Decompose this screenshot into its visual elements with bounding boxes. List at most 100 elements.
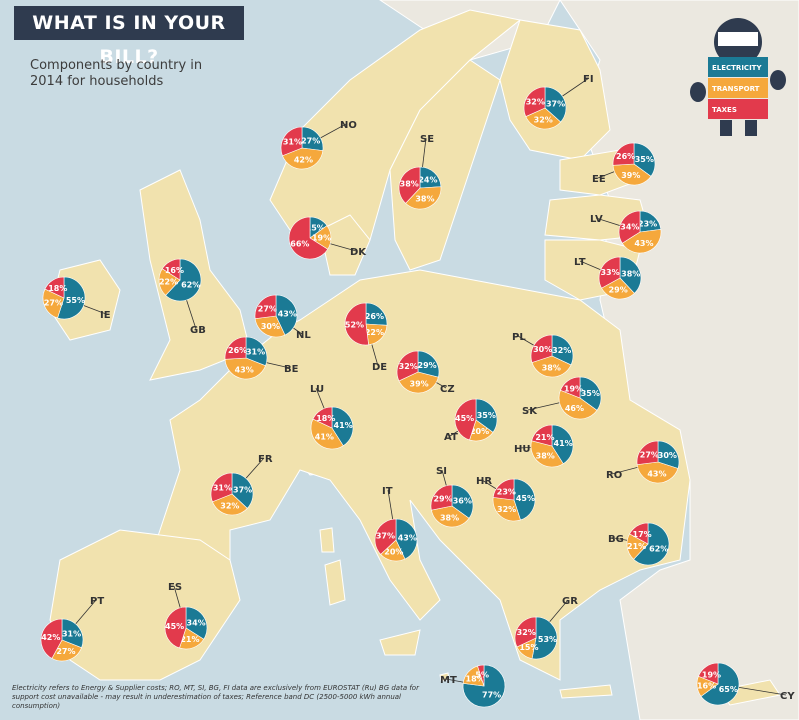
country-code-si: SI — [436, 466, 447, 477]
pie-label-ie-electricity: 55% — [66, 296, 85, 305]
pie-label-se-electricity: 24% — [418, 176, 437, 185]
mascot-leg-left — [720, 120, 732, 136]
pie-label-nl-taxes: 27% — [258, 304, 277, 313]
pie-slice-at-electricity — [475, 398, 498, 433]
pie-label-cz-electricity: 29% — [418, 361, 437, 370]
pie-label-se-transport: 38% — [415, 194, 434, 203]
pie-slice-bg-taxes — [629, 522, 649, 545]
pie-slice-fi-taxes — [523, 86, 546, 117]
legend-swatch-electricity — [708, 57, 768, 77]
pie-label-de-electricity: 26% — [365, 312, 384, 321]
country-code-ie: IE — [100, 310, 111, 321]
pie-label-at-taxes: 45% — [455, 414, 474, 423]
pie-slice-sk-electricity — [579, 376, 602, 411]
pie-slice-hr-transport — [492, 497, 521, 522]
pie-label-fi-electricity: 37% — [546, 99, 565, 108]
pie-slice-be-taxes — [224, 336, 247, 360]
pie-slice-ee-taxes — [612, 142, 635, 166]
pie-slice-gr-electricity — [531, 616, 558, 660]
pie-label-it-taxes: 37% — [376, 531, 395, 540]
legend-label-transport: TRANSPORT — [712, 85, 760, 93]
pie-slice-si-transport — [431, 505, 470, 528]
legend: ELECTRICITY TRANSPORT TAXES — [690, 18, 786, 136]
pie-label-fr-taxes: 31% — [213, 484, 232, 493]
legend-label-electricity: ELECTRICITY — [712, 64, 762, 72]
pie-slice-cz-electricity — [417, 350, 440, 378]
pie-label-fi-taxes: 32% — [526, 98, 545, 107]
pie-label-cy-electricity: 65% — [719, 685, 738, 694]
country-code-gb: GB — [190, 325, 206, 336]
pie-label-fi-transport: 32% — [534, 115, 553, 124]
pie-label-hr-transport: 32% — [497, 505, 516, 514]
country-code-be: BE — [284, 364, 299, 375]
pie-label-lu-transport: 41% — [315, 433, 334, 442]
country-code-ro: RO — [606, 470, 622, 481]
pie-label-hu-taxes: 21% — [535, 433, 554, 442]
pie-slice-lu-taxes — [312, 406, 333, 429]
pie-slice-de-electricity — [365, 302, 388, 326]
pie-slice-no-transport — [282, 147, 324, 170]
country-code-nl: NL — [296, 330, 311, 341]
pie-label-ie-transport: 27% — [44, 299, 63, 308]
pie-label-nl-electricity: 43% — [278, 309, 297, 318]
pie-label-hr-electricity: 45% — [516, 494, 535, 503]
pie-slice-sk-taxes — [560, 376, 581, 399]
pie-label-ro-taxes: 27% — [640, 450, 659, 459]
pie-label-it-transport: 20% — [384, 547, 403, 556]
pie-label-at-transport: 20% — [470, 427, 489, 436]
pie-label-mt-electricity: 77% — [482, 691, 501, 700]
pie-slice-ee-transport — [612, 163, 652, 186]
pie-label-sk-taxes: 19% — [564, 384, 583, 393]
mascot-hand-right — [770, 70, 786, 90]
pie-slice-pt-electricity — [61, 618, 84, 649]
pie-slice-hu-taxes — [531, 424, 553, 447]
pie-slice-pl-transport — [531, 355, 572, 378]
land-sardinia — [324, 559, 346, 606]
pie-slice-ee-electricity — [633, 142, 656, 177]
pie-slice-nl-taxes — [254, 294, 277, 319]
pie-label-hu-transport: 38% — [536, 451, 555, 460]
country-code-mt: MT — [440, 675, 457, 686]
pie-label-gr-taxes: 32% — [517, 628, 536, 637]
country-code-fi: FI — [583, 74, 594, 85]
pie-label-dk-electricity: 15% — [306, 224, 325, 233]
pie-slice-ro-taxes — [636, 440, 659, 465]
pie-label-bg-taxes: 17% — [633, 530, 652, 539]
pie-slice-cz-transport — [398, 371, 439, 394]
pie-slice-fr-transport — [212, 493, 248, 516]
pie-label-bg-transport: 21% — [627, 542, 646, 551]
pie-label-lv-taxes: 34% — [620, 222, 639, 231]
pie-slice-nl-transport — [254, 315, 286, 338]
pie-label-es-transport: 21% — [180, 635, 199, 644]
pie-label-lv-transport: 43% — [634, 239, 653, 248]
footnote: Electricity refers to Energy & Supplier … — [12, 684, 419, 710]
pie-label-lu-taxes: 18% — [316, 414, 335, 423]
pie-label-lu-electricity: 41% — [334, 421, 353, 430]
country-code-dk: DK — [350, 247, 367, 258]
pie-label-cz-taxes: 32% — [399, 362, 418, 371]
pie-slice-ro-transport — [636, 461, 679, 484]
pie-label-cy-transport: 16% — [697, 681, 716, 690]
pie-slice-se-electricity — [419, 166, 442, 189]
pie-slice-mt-taxes — [477, 664, 485, 687]
pie-label-be-taxes: 26% — [228, 346, 247, 355]
pie-label-at-electricity: 35% — [477, 411, 496, 420]
pie-slice-it-electricity — [395, 518, 418, 560]
pie-label-pt-transport: 27% — [56, 647, 75, 656]
pie-slice-no-electricity — [301, 126, 324, 151]
pie-label-de-transport: 22% — [365, 328, 384, 337]
country-code-fr: FR — [258, 454, 273, 465]
legend-label-taxes: TAXES — [712, 106, 737, 114]
country-code-lu: LU — [310, 384, 324, 395]
pie-label-dk-taxes: 66% — [290, 240, 309, 249]
pie-slice-cy-taxes — [698, 662, 719, 685]
pie-label-se-taxes: 38% — [400, 180, 419, 189]
country-code-bg: BG — [608, 534, 624, 545]
pie-slice-lu-transport — [310, 418, 344, 450]
pie-slice-fi-electricity — [544, 86, 567, 123]
pie-label-bg-electricity: 62% — [649, 544, 668, 553]
pie-slice-ro-electricity — [657, 440, 680, 469]
pie-label-de-taxes: 52% — [345, 321, 364, 330]
country-code-at: AT — [444, 432, 458, 443]
land-sicily — [379, 629, 421, 656]
